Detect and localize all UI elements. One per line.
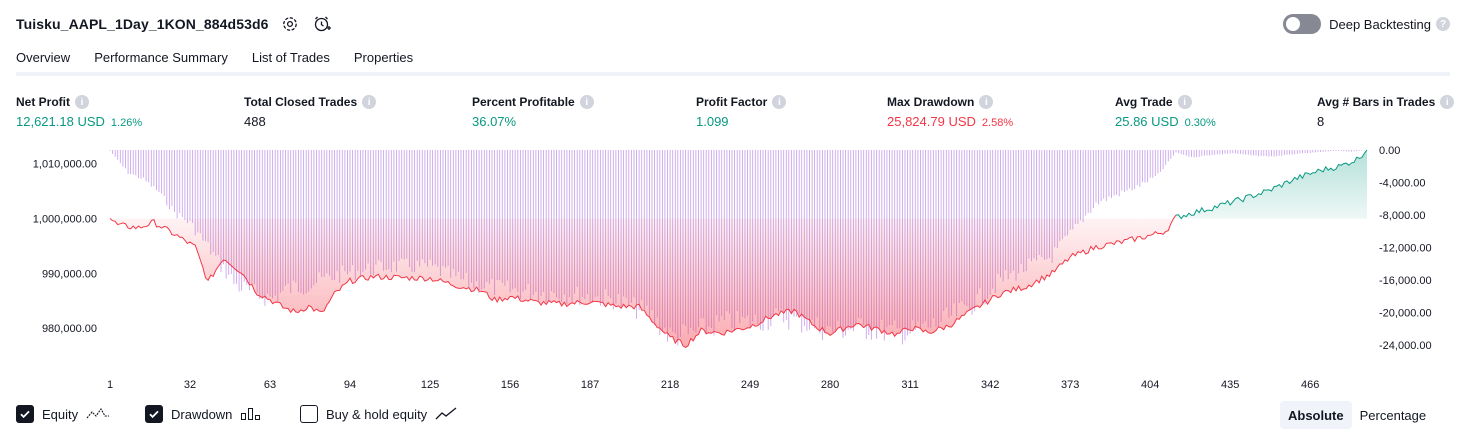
trade-tick-label: 63	[264, 379, 276, 391]
equity-tick-label: 1,010,000.00	[33, 159, 97, 171]
metric-value: 12,621.18 USD	[16, 114, 105, 129]
percentage-button[interactable]: Percentage	[1359, 407, 1427, 423]
equity-checkbox[interactable]	[16, 405, 34, 423]
tab-performance-summary[interactable]: Performance Summary	[94, 50, 228, 65]
trade-tick-label: 373	[1061, 379, 1079, 391]
equity-drawdown-chart[interactable]: 1,010,000.00 1,000,000.00 990,000.00 980,00…	[0, 140, 1466, 396]
trade-tick-label: 342	[981, 379, 999, 391]
metric-percent-profitable: Percent Profitable i 36.07%	[472, 94, 594, 129]
legend-drawdown[interactable]: Drawdown	[145, 404, 262, 424]
legend-buy-hold[interactable]: Buy & hold equity	[300, 404, 459, 424]
drawdown-tick-label: -16,000.00	[1379, 275, 1432, 287]
trade-tick-label: 94	[344, 379, 356, 391]
absolute-button[interactable]: Absolute	[1280, 401, 1352, 429]
drawdown-tick-label: -8,000.00	[1379, 210, 1425, 222]
add-alert-icon[interactable]	[311, 13, 333, 35]
trade-tick-label: 125	[421, 379, 439, 391]
info-icon[interactable]: i	[772, 95, 787, 109]
equity-series	[109, 149, 1368, 348]
tab-bar: Overview Performance Summary List of Tra…	[16, 44, 437, 76]
deep-backtesting: Deep Backtesting ?	[1283, 12, 1450, 36]
info-icon[interactable]: i	[362, 95, 377, 109]
drawdown-tick-label: -12,000.00	[1379, 242, 1432, 254]
drawdown-axis: 0.00 -4,000.00 -8,000.00 -12,000.00 -16,000.…	[1379, 145, 1432, 352]
display-mode-switch: Absolute Percentage	[1280, 401, 1434, 429]
metric-value: 25,824.79 USD	[887, 114, 976, 129]
equity-tick-label: 990,000.00	[42, 268, 97, 280]
equity-tick-label: 1,000,000.00	[33, 214, 97, 226]
help-icon[interactable]: ?	[1436, 17, 1450, 31]
trade-tick-label: 466	[1301, 379, 1319, 391]
toggle-knob	[1286, 17, 1301, 31]
tab-divider	[16, 72, 1450, 76]
trade-tick-label: 249	[741, 379, 759, 391]
gear-icon[interactable]	[279, 13, 301, 35]
equity-axis: 1,010,000.00 1,000,000.00 990,000.00 980,00…	[33, 159, 97, 335]
legend-label: Equity	[42, 406, 79, 422]
trade-tick-label: 32	[184, 379, 196, 391]
metric-label: Profit Factor	[696, 95, 768, 109]
legend-label: Drawdown	[171, 406, 233, 422]
metric-percent: 2.58%	[981, 117, 1014, 129]
metric-label: Avg # Bars in Trades	[1317, 95, 1436, 109]
metric-label: Avg Trade	[1115, 95, 1173, 109]
metric-net-profit: Net Profit i 12,621.18 USD 1.26%	[16, 94, 142, 129]
trade-tick-label: 435	[1221, 379, 1239, 391]
equity-tick-label: 980,000.00	[42, 323, 97, 335]
drawdown-tick-label: -20,000.00	[1379, 307, 1432, 319]
legend-equity[interactable]: Equity	[16, 404, 110, 424]
info-icon[interactable]: i	[1177, 95, 1192, 109]
metric-max-drawdown: Max Drawdown i 25,824.79 USD 2.58%	[887, 94, 1013, 129]
drawdown-tick-label: -4,000.00	[1379, 178, 1425, 190]
metric-label: Total Closed Trades	[244, 95, 358, 109]
metric-avg-bars-in-trades: Avg # Bars in Trades i 8	[1317, 94, 1455, 129]
deep-backtesting-label: Deep Backtesting	[1329, 16, 1431, 32]
trade-tick-label: 218	[661, 379, 679, 391]
trade-tick-label: 156	[501, 379, 519, 391]
tab-properties[interactable]: Properties	[353, 50, 414, 65]
deep-backtesting-toggle[interactable]	[1283, 14, 1322, 34]
metric-value: 8	[1317, 114, 1325, 129]
metric-label: Max Drawdown	[887, 95, 975, 109]
equity-gain-area	[1176, 150, 1367, 219]
trade-tick-label: 1	[107, 379, 113, 391]
metric-profit-factor: Profit Factor i 1.099	[696, 94, 787, 129]
trade-tick-label: 280	[821, 379, 839, 391]
trade-tick-label: 187	[581, 379, 599, 391]
legend-label: Buy & hold equity	[326, 406, 428, 422]
equity-loss-area	[110, 215, 1176, 348]
metric-label: Net Profit	[16, 95, 70, 109]
equity-line-loss	[109, 214, 1177, 348]
buy-hold-checkbox[interactable]	[300, 405, 318, 423]
trade-tick-label: 404	[1141, 379, 1159, 391]
metric-percent: 1.26%	[110, 117, 143, 129]
buy-hold-line-icon	[435, 407, 459, 421]
trade-tick-label: 311	[901, 379, 919, 391]
tab-list-of-trades[interactable]: List of Trades	[251, 50, 330, 65]
metric-value: 488	[244, 114, 266, 129]
drawdown-checkbox[interactable]	[145, 405, 163, 423]
metric-value: 1.099	[696, 114, 729, 129]
strategy-header: Tuisku_AAPL_1Day_1KON_884d53d6	[16, 12, 333, 36]
metric-percent: 0.30%	[1184, 117, 1216, 129]
metric-value: 36.07%	[472, 114, 517, 129]
info-icon[interactable]: i	[979, 95, 994, 109]
info-icon[interactable]: i	[1440, 95, 1455, 109]
drawdown-bars-icon	[240, 407, 262, 421]
info-icon[interactable]: i	[75, 95, 89, 109]
metric-total-closed-trades: Total Closed Trades i 488	[244, 94, 377, 129]
equity-line-icon	[86, 407, 110, 421]
drawdown-tick-label: -24,000.00	[1379, 340, 1432, 352]
strategy-title: Tuisku_AAPL_1Day_1KON_884d53d6	[16, 16, 269, 32]
metric-label: Percent Profitable	[472, 95, 575, 109]
equity-line-gain	[1175, 149, 1368, 220]
drawdown-tick-label: 0.00	[1379, 145, 1400, 157]
metric-value: 25.86 USD	[1115, 114, 1179, 129]
trade-number-axis: 1 32 63 94 125 156 187 218 249 280 311 342 373 404 435…	[107, 379, 1319, 391]
info-icon[interactable]: i	[579, 95, 594, 109]
metric-avg-trade: Avg Trade i 25.86 USD 0.30%	[1115, 94, 1216, 129]
